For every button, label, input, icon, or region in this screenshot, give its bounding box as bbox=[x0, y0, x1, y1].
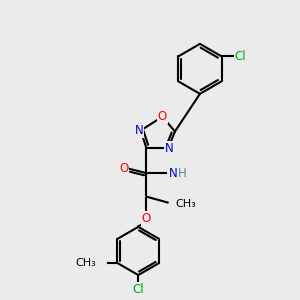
Text: Cl: Cl bbox=[132, 283, 144, 296]
Text: CH₃: CH₃ bbox=[75, 258, 96, 268]
Text: O: O bbox=[158, 110, 167, 123]
Text: H: H bbox=[178, 167, 187, 180]
Text: O: O bbox=[142, 212, 151, 225]
Text: N: N bbox=[165, 142, 174, 155]
Text: O: O bbox=[119, 162, 128, 175]
Text: Cl: Cl bbox=[235, 50, 247, 63]
Text: N: N bbox=[169, 167, 177, 180]
Text: CH₃: CH₃ bbox=[176, 199, 196, 209]
Text: N: N bbox=[135, 124, 143, 137]
